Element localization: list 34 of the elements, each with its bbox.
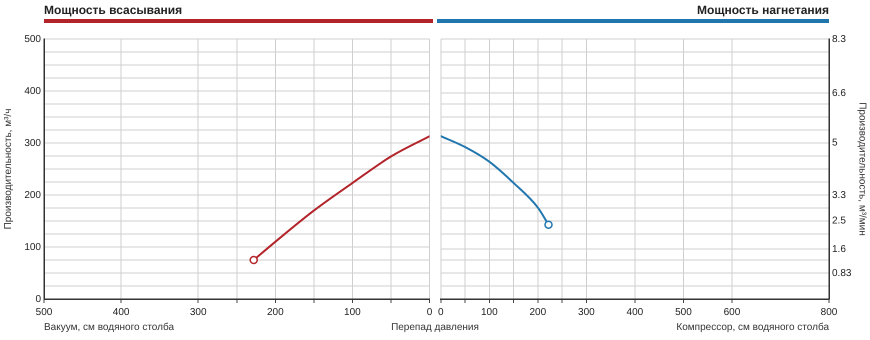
x-tick-label: 600	[724, 306, 741, 318]
y2-tick-label: 5	[832, 138, 838, 149]
x-tick-label: 300	[578, 306, 596, 318]
x-tick-label: 200	[266, 306, 284, 318]
chart-title: Мощность нагнетания	[697, 3, 829, 17]
y-tick-label: 300	[24, 138, 42, 149]
y-tick-label: 500	[24, 34, 42, 45]
x-tick-label: 500	[675, 306, 692, 318]
x-tick-label: 0	[426, 306, 433, 318]
x-tick-label: 500	[36, 306, 53, 318]
x-tick-label: 100	[344, 306, 362, 318]
chart-title: Мощность всасывания	[44, 3, 182, 17]
y-axis-title: Производительность, м³/ч	[2, 108, 14, 230]
y2-tick-label: 2.5	[832, 216, 846, 227]
y2-tick-label: 3.3	[832, 190, 846, 201]
y2-axis-title: Производительность, м³/мин	[856, 102, 868, 236]
y2-tick-label: 0.83	[832, 268, 852, 279]
y-tick-label: 100	[24, 242, 42, 253]
x-tick-label: 0	[438, 306, 444, 318]
x-tick-label: 200	[529, 306, 547, 318]
x-tick-label: 300	[190, 306, 207, 318]
y2-tick-label: 8.3	[832, 34, 846, 45]
x-tick-label: 400	[112, 306, 130, 318]
y2-tick-label: 1.6	[832, 244, 846, 255]
x-axis-title: Компрессор, см водяного столба	[676, 322, 829, 333]
x-tick-label: 400	[626, 306, 644, 318]
x-axis-title: Вакуум, см водяного столба	[44, 322, 174, 333]
x-tick-label: 800	[820, 306, 838, 318]
y-tick-label: 200	[24, 190, 42, 201]
y2-tick-label: 6.6	[832, 88, 846, 99]
x-tick-label: 100	[480, 306, 498, 318]
y-tick-label: 400	[24, 86, 42, 97]
text: Перепад давления	[391, 322, 479, 333]
y-tick-label: 0	[35, 294, 42, 305]
